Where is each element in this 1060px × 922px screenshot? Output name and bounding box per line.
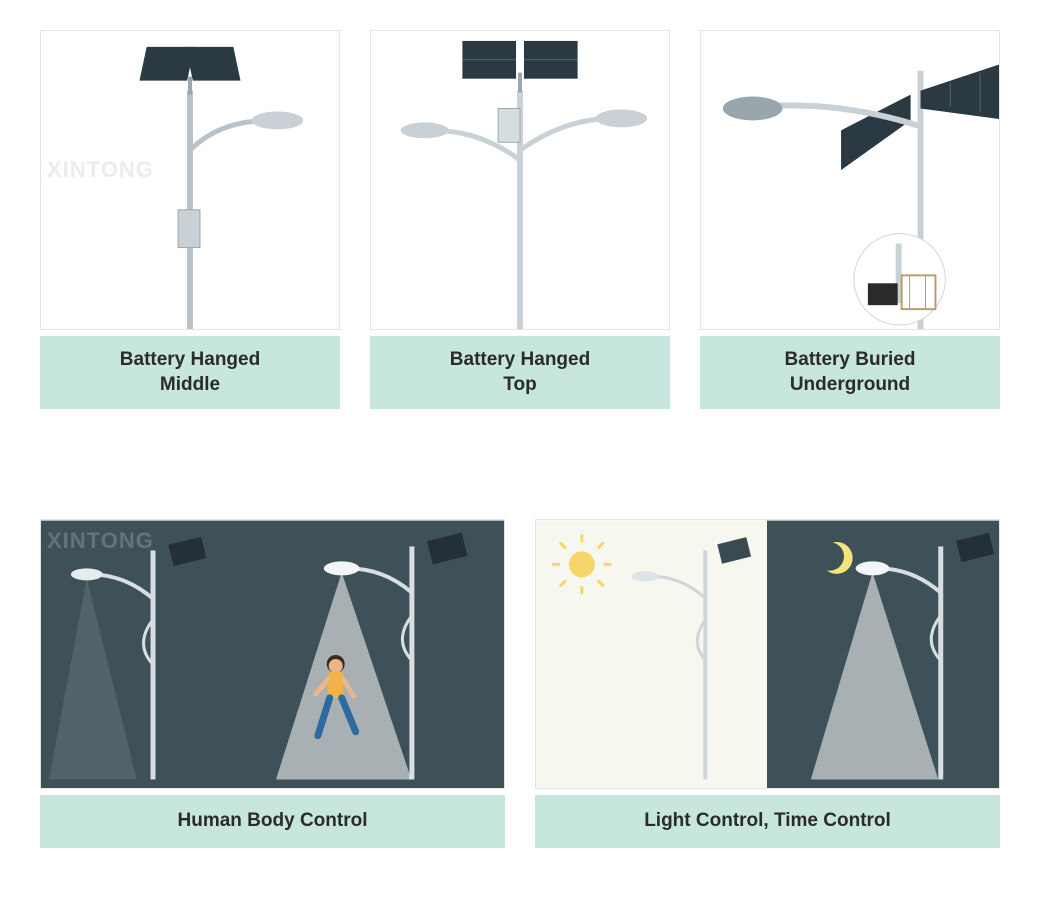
card-battery-top: Battery Hanged Top xyxy=(370,30,670,409)
illustration-battery-middle: XINTONG xyxy=(40,30,340,330)
label-battery-top: Battery Hanged Top xyxy=(370,336,670,409)
label-battery-buried: Battery Buried Underground xyxy=(700,336,1000,409)
streetlight-middle-icon xyxy=(41,30,339,330)
label-light-control: Light Control, Time Control xyxy=(535,795,1000,848)
illustration-light-control xyxy=(535,519,1000,789)
streetlight-buried-icon xyxy=(701,30,999,330)
card-light-control: Light Control, Time Control xyxy=(535,519,1000,848)
streetlight-top-icon xyxy=(371,30,669,330)
illustration-human-control: XINTONG xyxy=(40,519,505,789)
card-battery-middle: XINTONG Battery Hanged Middle xyxy=(40,30,340,409)
label-human-control: Human Body Control xyxy=(40,795,505,848)
human-control-icon xyxy=(41,520,504,789)
card-battery-buried: Battery Buried Underground xyxy=(700,30,1000,409)
light-control-icon xyxy=(536,520,999,789)
illustration-battery-buried xyxy=(700,30,1000,330)
illustration-battery-top xyxy=(370,30,670,330)
label-battery-middle: Battery Hanged Middle xyxy=(40,336,340,409)
control-mode-row: XINTONG xyxy=(40,519,1020,848)
card-human-control: XINTONG xyxy=(40,519,505,848)
battery-position-row: XINTONG Battery Hanged Middle xyxy=(40,30,1020,409)
